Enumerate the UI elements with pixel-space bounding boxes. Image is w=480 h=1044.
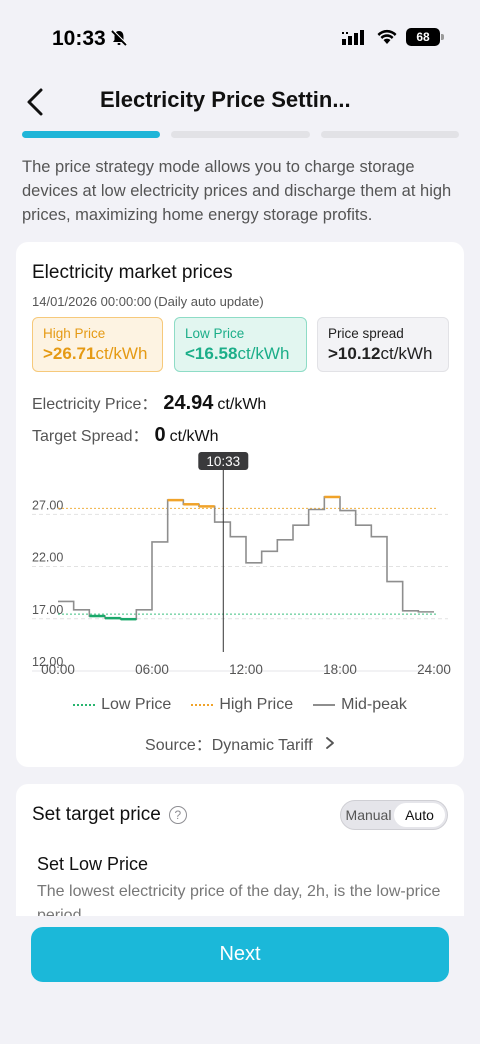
target-spread-unit: ct/kWh	[169, 428, 219, 445]
chart-legend: Low Price High Price Mid-peak	[16, 696, 464, 714]
chart-y-tick-label: 12.00	[32, 655, 63, 669]
source-value: Dynamic Tariff	[211, 737, 313, 754]
step-1-indicator	[22, 131, 161, 138]
price-spread-label: Price spread	[328, 326, 404, 341]
chart-series	[58, 495, 434, 621]
low-price-label: Low Price	[185, 326, 245, 341]
legend-high-swatch	[191, 704, 214, 706]
wifi-icon	[377, 29, 397, 44]
electricity-price-value: 24.94	[163, 392, 214, 414]
high-price-box: High Price >26.71ct/kWh	[32, 317, 163, 372]
market-title: Electricity market prices	[32, 262, 233, 283]
chart-cursor: 10:33	[198, 452, 249, 652]
back-arrow-icon[interactable]	[22, 86, 50, 118]
market-date: 14/01/2026 00:00:00 (Daily auto update)	[32, 294, 264, 309]
step-progress	[22, 131, 459, 138]
chart-y-ticks: 27.00 22.00 17.00 12.00	[32, 498, 63, 669]
chevron-right-icon	[326, 737, 334, 749]
chart-x-ticks: 00:00 06:00 12:00 18:00 24:00	[41, 662, 451, 677]
legend-high-label: High Price	[219, 696, 294, 713]
legend-high: High Price	[191, 696, 293, 714]
set-target-title: Set target price	[32, 804, 161, 825]
chart-cursor-badge	[198, 452, 249, 470]
step-2-indicator	[171, 131, 310, 138]
high-price-unit: ct/kWh	[95, 344, 148, 363]
chart-y-tick-label: 17.00	[32, 603, 63, 617]
low-price-unit: ct/kWh	[237, 344, 290, 363]
price-chart[interactable]: 27.00 22.00 17.00 12.00 00:00 06:00 12:00 18:0…	[16, 450, 464, 680]
target-spread-row: Target Spread： 0 ct/kWh	[32, 422, 219, 447]
status-bar: 10:33 68	[0, 0, 480, 74]
page-title: Electricity Price Settin...	[100, 87, 351, 112]
low-price-value: <16.58	[185, 344, 238, 363]
step-3-indicator	[320, 131, 459, 138]
electricity-price-unit: ct/kWh	[217, 396, 267, 413]
high-price-value: >26.71	[43, 344, 96, 363]
intro-text: The price strategy mode allows you to ch…	[22, 158, 452, 224]
chart-x-tick-label: 18:00	[323, 662, 357, 677]
target-spread-label: Target Spread：	[32, 428, 149, 445]
chart-x-tick-label: 06:00	[135, 662, 169, 677]
battery-icon: 68	[406, 28, 444, 46]
set-target-heading: Set target price ?	[32, 804, 187, 826]
bell-muted-icon	[111, 30, 128, 46]
next-button[interactable]: Next	[31, 927, 449, 982]
legend-low: Low Price	[73, 696, 171, 714]
chart-x-tick-label: 12:00	[229, 662, 263, 677]
chart-y-tick-label: 22.00	[32, 551, 63, 565]
chart-grid	[32, 513, 448, 672]
source-label: Source：	[145, 737, 212, 754]
low-price-box: Low Price <16.58ct/kWh	[174, 317, 307, 372]
legend-low-swatch	[73, 704, 96, 706]
set-low-price-title: Set Low Price	[37, 854, 149, 874]
legend-low-label: Low Price	[101, 696, 172, 713]
status-icons: 68	[342, 28, 444, 46]
help-icon[interactable]: ?	[168, 806, 187, 824]
source-link[interactable]: Source：Dynamic Tariff	[16, 731, 464, 755]
price-spread-value: >10.12	[328, 344, 381, 363]
cellular-signal-icon	[342, 30, 364, 45]
price-spread-unit: ct/kWh	[380, 344, 433, 363]
high-price-label: High Price	[43, 326, 106, 341]
header: Electricity Price Settin...	[0, 80, 480, 124]
chart-x-tick-label: 00:00	[41, 662, 75, 677]
legend-mid: Mid-peak	[313, 696, 407, 714]
set-low-price-description: The lowest electricity price of the day,…	[37, 883, 441, 916]
price-series-line	[58, 496, 434, 620]
price-spread-box: Price spread >10.12ct/kWh	[317, 317, 449, 372]
bottom-bar: Next	[0, 916, 480, 1044]
target-price-card: Set target price ? Manual Auto Set Low P…	[16, 784, 464, 916]
chart-thresholds	[58, 507, 436, 615]
mode-manual-option[interactable]: Manual	[345, 807, 392, 823]
target-spread-value: 0	[154, 424, 166, 446]
battery-level: 68	[416, 30, 430, 44]
status-time: 10:33	[52, 27, 106, 50]
chart-cursor-label: 10:33	[206, 454, 240, 469]
market-prices-card: Electricity market prices 14/01/2026 00:…	[16, 242, 464, 767]
legend-mid-swatch	[313, 704, 336, 706]
chart-y-tick-label: 27.00	[32, 498, 63, 512]
chart-x-tick-label: 24:00	[417, 662, 451, 677]
electricity-price-row: Electricity Price： 24.94 ct/kWh	[32, 390, 266, 415]
electricity-price-label: Electricity Price：	[32, 396, 158, 413]
mode-toggle[interactable]: Manual Auto	[340, 800, 448, 830]
legend-mid-label: Mid-peak	[341, 696, 407, 713]
mode-auto-option[interactable]: Auto	[394, 803, 445, 827]
